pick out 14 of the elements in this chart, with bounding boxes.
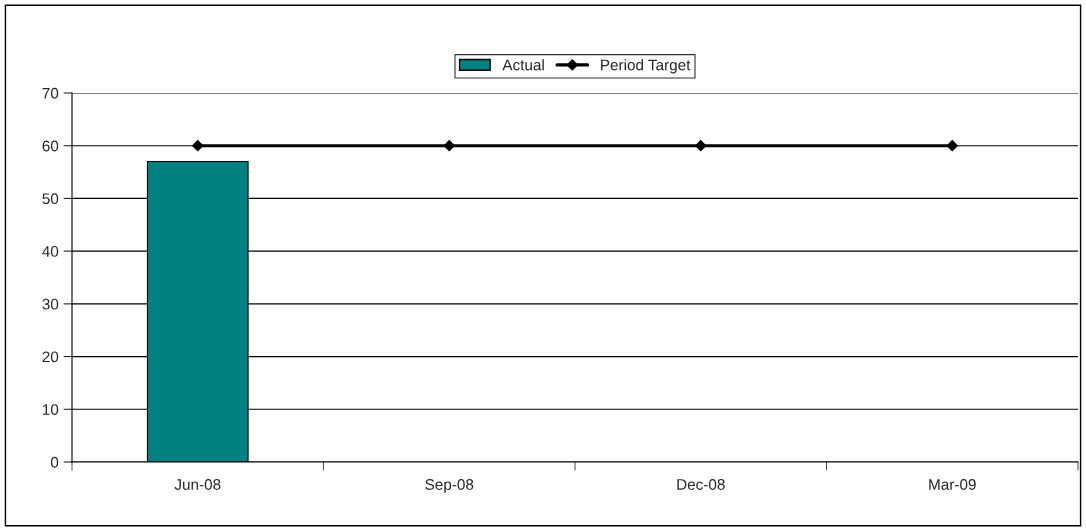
x-tick-label: Mar-09 xyxy=(929,479,976,490)
y-tick-label: 10 xyxy=(42,404,59,415)
x-tick-label: Jun-08 xyxy=(174,479,221,490)
x-tick-label: Sep-08 xyxy=(425,479,474,493)
y-tick-label: 50 xyxy=(42,193,59,205)
y-tick-label: 30 xyxy=(42,298,59,310)
y-tick-label: 40 xyxy=(42,246,59,257)
y-tick-label: 0 xyxy=(50,456,59,468)
x-tick-label: Dec-08 xyxy=(677,479,725,490)
legend-label: Actual xyxy=(502,59,544,71)
y-tick-label: 70 xyxy=(42,87,59,99)
y-tick-label: 60 xyxy=(42,140,59,152)
y-tick-label: 20 xyxy=(42,351,59,363)
legend-label: Period Target xyxy=(601,59,691,74)
